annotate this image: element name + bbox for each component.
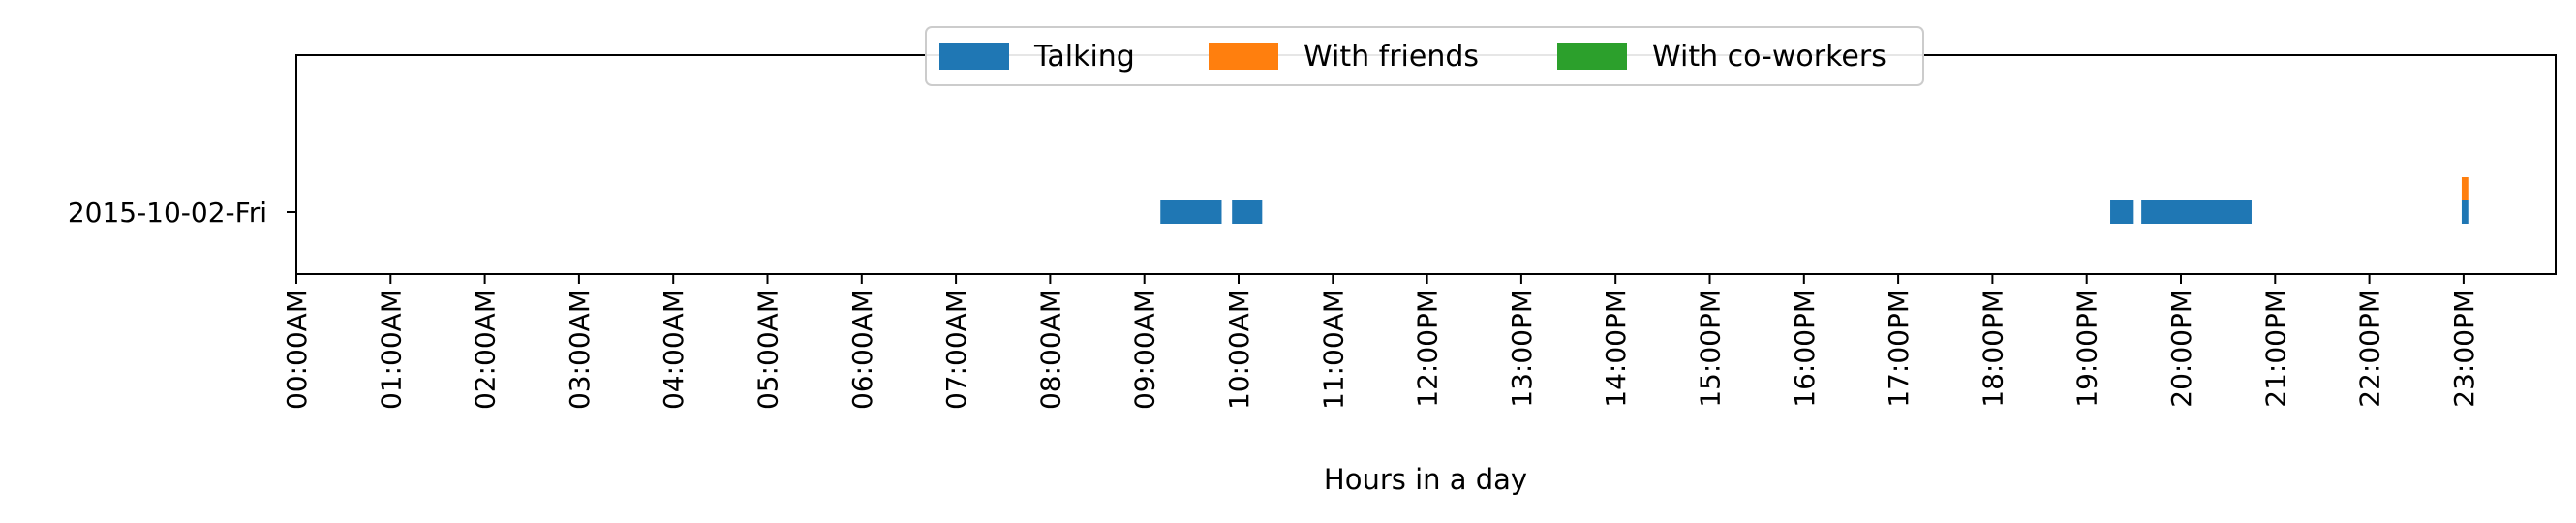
legend-label: With co-workers xyxy=(1652,40,1886,74)
legend-swatch xyxy=(1557,43,1627,70)
x-tick-label: 22:00PM xyxy=(2354,290,2386,408)
legend: Talking With friends With co-workers xyxy=(925,26,1924,86)
x-tick-label: 12:00PM xyxy=(1412,290,1444,408)
bar-talking xyxy=(2141,200,2252,224)
x-tick-label: 21:00PM xyxy=(2259,290,2291,408)
x-tick-label: 16:00PM xyxy=(1789,290,1821,408)
legend-label: Talking xyxy=(1033,40,1135,74)
x-tick-label: 18:00PM xyxy=(1977,290,2009,408)
x-tick-label: 06:00AM xyxy=(846,290,878,410)
x-axis-label: Hours in a day xyxy=(1324,463,1527,496)
bar-talking xyxy=(2110,200,2134,224)
x-tick-label: 04:00AM xyxy=(658,290,690,410)
x-tick-label: 23:00PM xyxy=(2448,290,2480,408)
x-tick-label: 09:00AM xyxy=(1129,290,1161,410)
legend-swatch xyxy=(1209,43,1278,70)
legend-label: With friends xyxy=(1303,40,1479,74)
legend-box xyxy=(925,26,1924,86)
bar-layer xyxy=(1160,177,2469,224)
bar-talking xyxy=(1160,200,1222,224)
x-tick-label: 05:00AM xyxy=(752,290,784,410)
x-tick-label: 19:00PM xyxy=(2071,290,2103,408)
bar-with-friends xyxy=(2461,177,2469,200)
x-tick-label: 03:00AM xyxy=(564,290,596,410)
y-axis-ticks: 2015-10-02-Fri xyxy=(68,197,296,229)
x-tick-label: 02:00AM xyxy=(470,290,502,410)
x-tick-label: 07:00AM xyxy=(940,290,972,410)
plot-frame xyxy=(295,54,2557,275)
bar-talking xyxy=(2461,200,2469,224)
x-tick-label: 14:00PM xyxy=(1600,290,1632,408)
x-tick-label: 11:00AM xyxy=(1317,290,1349,410)
x-tick-label: 08:00AM xyxy=(1034,290,1066,410)
x-tick-label: 20:00PM xyxy=(2165,290,2197,408)
x-axis-ticks: 00:00AM 01:00AM 02:00AM 03:00AM 04:00AM 05:00… xyxy=(281,274,2480,410)
x-tick-label: 13:00PM xyxy=(1506,290,1538,408)
x-tick-label: 15:00PM xyxy=(1695,290,1727,408)
x-tick-label: 10:00AM xyxy=(1223,290,1255,410)
legend-swatch xyxy=(939,43,1009,70)
y-tick-label: 2015-10-02-Fri xyxy=(68,197,267,229)
x-tick-label: 17:00PM xyxy=(1883,290,1915,408)
x-tick-label: 01:00AM xyxy=(375,290,407,410)
x-tick-label: 00:00AM xyxy=(281,290,313,410)
bar-talking xyxy=(1232,200,1263,224)
